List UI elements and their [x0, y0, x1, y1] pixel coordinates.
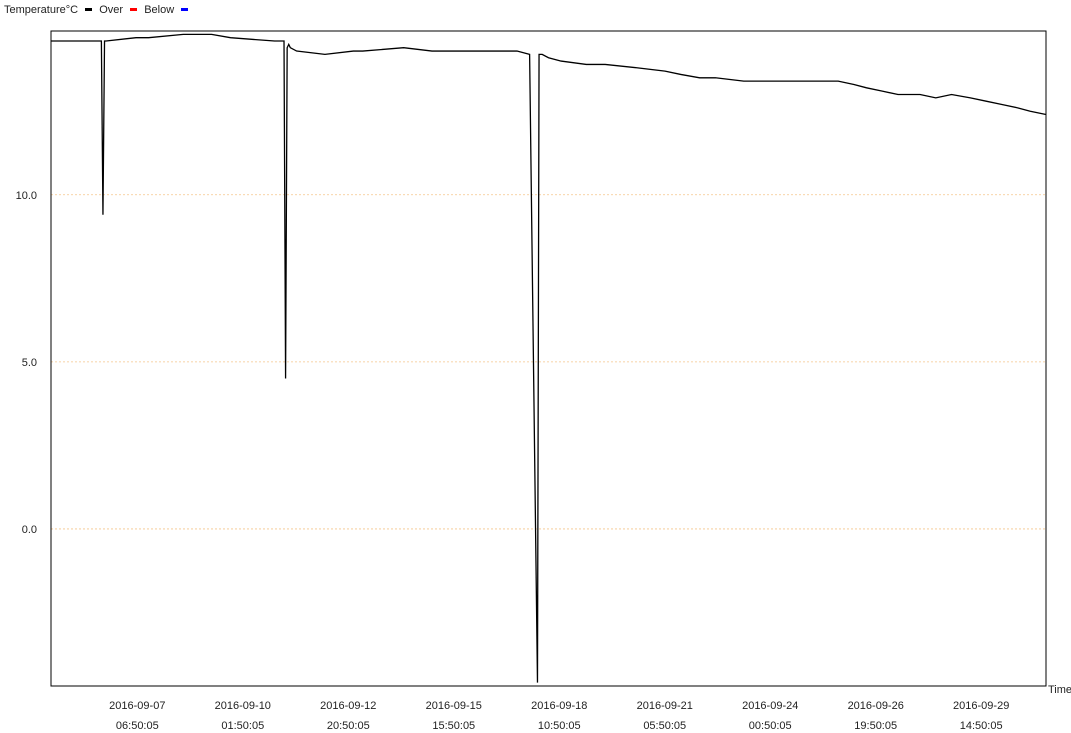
legend-label-below: Below	[144, 4, 175, 16]
x-tick-time-label: 15:50:05	[432, 720, 475, 732]
x-tick-time-label: 01:50:05	[221, 720, 264, 732]
y-tick-label: 10.0	[16, 190, 37, 202]
x-tick-date-label: 2016-09-10	[215, 700, 271, 712]
x-tick-time-label: 05:50:05	[643, 720, 686, 732]
legend-swatch-below	[130, 7, 138, 11]
legend-swatch-over	[85, 7, 93, 11]
x-tick-date-label: 2016-09-07	[109, 700, 165, 712]
chart-legend: Temperature°C Over Below	[4, 4, 192, 16]
x-tick-date-label: 2016-09-18	[531, 700, 587, 712]
legend-title: Temperature°C	[4, 4, 79, 16]
x-tick-date-label: 2016-09-15	[426, 700, 482, 712]
legend-swatch-extra	[181, 7, 189, 11]
x-axis-label: Time	[1048, 684, 1071, 696]
x-tick-date-label: 2016-09-21	[637, 700, 693, 712]
series-line	[51, 33, 1047, 683]
x-tick-date-label: 2016-09-12	[320, 700, 376, 712]
y-tick-label: 0.0	[22, 524, 37, 536]
x-tick-time-label: 00:50:05	[749, 720, 792, 732]
x-tick-date-label: 2016-09-29	[953, 700, 1009, 712]
x-tick-time-label: 20:50:05	[327, 720, 370, 732]
x-tick-date-label: 2016-09-26	[848, 700, 904, 712]
x-tick-time-label: 10:50:05	[538, 720, 581, 732]
plot-frame	[50, 30, 1047, 687]
x-tick-time-label: 06:50:05	[116, 720, 159, 732]
y-tick-label: 5.0	[22, 357, 37, 369]
x-tick-date-label: 2016-09-24	[742, 700, 798, 712]
x-tick-time-label: 19:50:05	[854, 720, 897, 732]
x-tick-time-label: 14:50:05	[960, 720, 1003, 732]
legend-label-over: Over	[99, 4, 124, 16]
